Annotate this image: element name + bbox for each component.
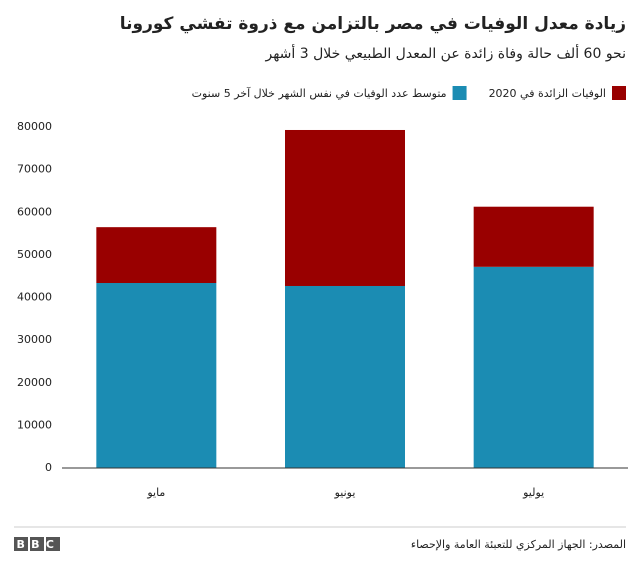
chart-subtitle: نحو 60 ألف حالة وفاة زائدة عن المعدل الط… (264, 44, 626, 62)
bar-segment (473, 206, 594, 267)
x-tick-label: يونيو (334, 486, 356, 499)
bar-segment (473, 266, 594, 468)
y-tick-label: 10000 (17, 418, 52, 431)
chart-title: زيادة معدل الوفيات في مصر بالتزامن مع ذر… (120, 14, 626, 34)
bar-segment (96, 227, 217, 284)
legend-swatch (612, 86, 626, 100)
bar-segment (285, 129, 405, 286)
y-tick-label: 80000 (17, 120, 52, 133)
y-tick-label: 0 (45, 461, 52, 474)
legend-label: الوفيات الزائدة في 2020 (489, 87, 606, 100)
legend-swatch (452, 86, 467, 100)
source: المصدر: الجهاز المركزي للتعبئة العامة وا… (411, 538, 626, 551)
bar-segment (96, 283, 217, 468)
bbc-logo: BBC (14, 537, 60, 551)
y-tick-label: 20000 (17, 376, 52, 389)
y-tick-label: 60000 (17, 205, 52, 218)
y-tick-label: 70000 (17, 163, 52, 176)
legend-label: متوسط عدد الوفيات في نفس الشهر خلال آخر … (192, 86, 447, 100)
x-tick-label: مايو (146, 486, 165, 499)
bar-segment (285, 285, 405, 468)
y-tick-label: 40000 (17, 291, 52, 304)
logo-text: BBC (17, 538, 61, 551)
x-tick-label: يوليو (522, 486, 544, 499)
y-tick-label: 50000 (17, 248, 52, 261)
y-tick-label: 30000 (17, 333, 52, 346)
